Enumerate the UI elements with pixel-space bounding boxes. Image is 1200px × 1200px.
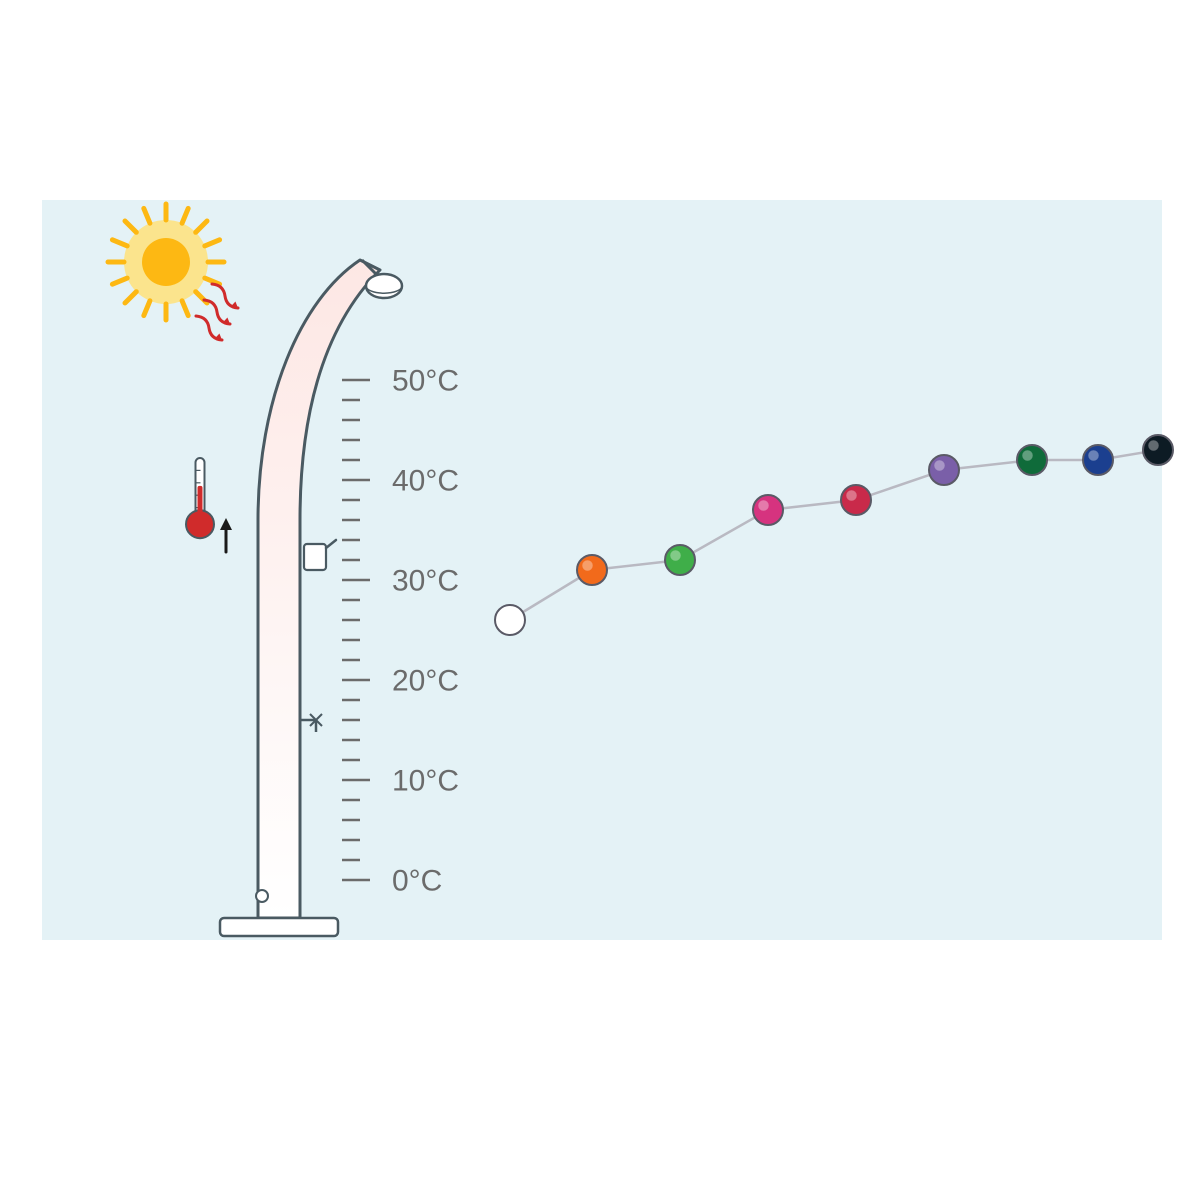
- axis-label: 20°C: [392, 665, 459, 698]
- chart-point: [1143, 435, 1173, 465]
- chart-point: [1017, 445, 1047, 475]
- axis-label: 30°C: [392, 565, 459, 598]
- chart-point: [665, 545, 695, 575]
- sun-icon: [108, 204, 224, 320]
- figure-canvas: 0°C 10°C 20°C 30°C 40°C 50°C: [0, 0, 1200, 1200]
- chart-point: [495, 605, 525, 635]
- chart-point: [1083, 445, 1113, 475]
- chart-point: [577, 555, 607, 585]
- infographic-svg: 0°C 10°C 20°C 30°C 40°C 50°C: [0, 0, 1200, 1200]
- axis-label: 50°C: [392, 365, 459, 398]
- chart-point: [841, 485, 871, 515]
- axis-label: 40°C: [392, 465, 459, 498]
- chart-point: [929, 455, 959, 485]
- axis-label: 10°C: [392, 765, 459, 798]
- axis-label: 0°C: [392, 865, 442, 898]
- chart-point: [753, 495, 783, 525]
